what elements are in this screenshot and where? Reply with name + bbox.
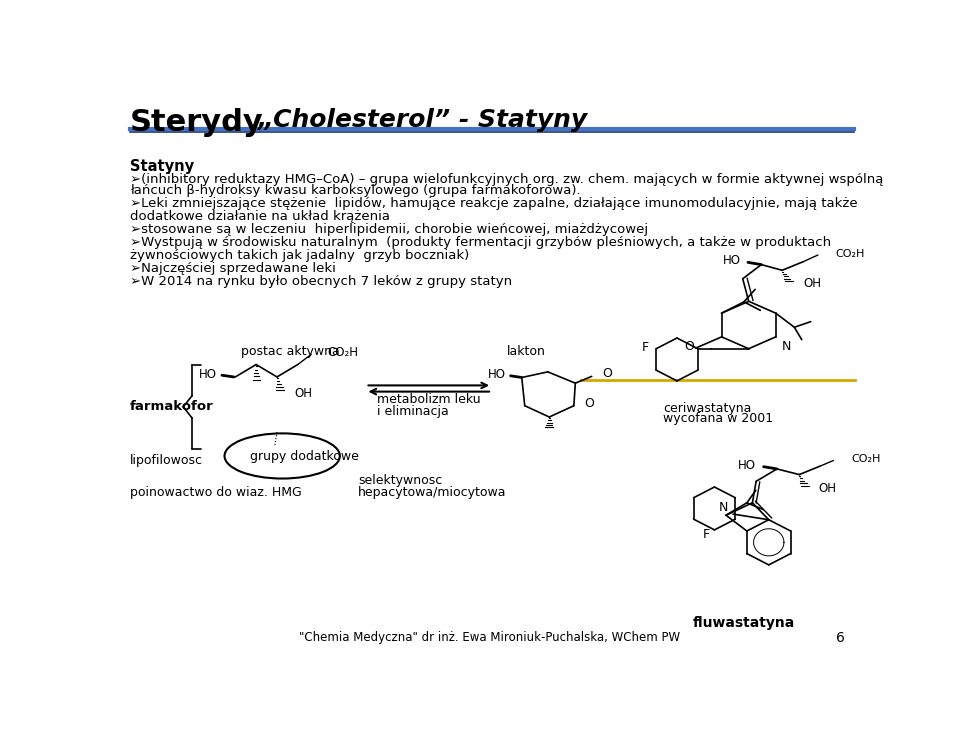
- Text: N: N: [781, 339, 791, 353]
- Text: ceriwastatyna: ceriwastatyna: [663, 402, 752, 415]
- Text: CO₂H: CO₂H: [852, 454, 880, 464]
- Text: OH: OH: [803, 277, 821, 290]
- Text: „Cholesterol” - Statyny: „Cholesterol” - Statyny: [257, 108, 588, 132]
- Text: HO: HO: [723, 254, 740, 267]
- Text: ➢Leki zmniejszające stężenie  lipidów, hamujące reakcje zapalne, działające imun: ➢Leki zmniejszające stężenie lipidów, ha…: [130, 197, 857, 210]
- Text: F: F: [641, 341, 649, 353]
- Text: ➢Najczęściej sprzedawane leki: ➢Najczęściej sprzedawane leki: [130, 262, 336, 276]
- Text: poinowactwo do wiaz. HMG: poinowactwo do wiaz. HMG: [130, 486, 301, 499]
- Text: F: F: [703, 528, 710, 541]
- Text: metabolizm leku: metabolizm leku: [376, 393, 480, 406]
- Text: HO: HO: [488, 368, 505, 381]
- Text: HO: HO: [738, 459, 756, 472]
- Text: dodatkowe działanie na układ krążenia: dodatkowe działanie na układ krążenia: [130, 210, 390, 224]
- Text: fluwastatyna: fluwastatyna: [693, 616, 795, 630]
- Text: lakton: lakton: [507, 345, 545, 358]
- Text: żywnościowych takich jak jadalny  grzyb boczniak): żywnościowych takich jak jadalny grzyb b…: [130, 249, 468, 262]
- Text: O: O: [684, 340, 694, 353]
- Text: wycofana w 2001: wycofana w 2001: [663, 413, 773, 425]
- Text: Statyny: Statyny: [130, 159, 194, 174]
- Text: selektywnosc: selektywnosc: [358, 474, 443, 487]
- Text: ➢W 2014 na rynku było obecnych 7 leków z grupy statyn: ➢W 2014 na rynku było obecnych 7 leków z…: [130, 276, 512, 288]
- Text: O: O: [585, 397, 594, 410]
- Text: ➢Wystpują w środowisku naturalnym  (produkty fermentacji grzybów pleśniowych, a : ➢Wystpują w środowisku naturalnym (produ…: [130, 237, 830, 249]
- Text: postac aktywna: postac aktywna: [241, 345, 340, 358]
- Text: CO₂H: CO₂H: [836, 249, 865, 259]
- Text: N: N: [719, 501, 729, 514]
- Text: CO₂H: CO₂H: [327, 345, 359, 358]
- Text: farmakofor: farmakofor: [130, 399, 213, 413]
- Text: ➢(inhibitory reduktazy HMG–CoA) – grupa wielofunkcyjnych org. zw. chem. mających: ➢(inhibitory reduktazy HMG–CoA) – grupa …: [130, 172, 883, 185]
- Text: 6: 6: [836, 631, 845, 645]
- Text: HO: HO: [199, 368, 217, 381]
- Text: ➢stosowane są w leczeniu  hiperlipidemii, chorobie wieńcowej, miażdżycowej: ➢stosowane są w leczeniu hiperlipidemii,…: [130, 224, 648, 237]
- Text: i eliminacja: i eliminacja: [376, 405, 448, 418]
- Text: hepacytowa/miocytowa: hepacytowa/miocytowa: [358, 486, 507, 499]
- Text: O: O: [602, 367, 612, 380]
- Text: lipofilowosc: lipofilowosc: [130, 454, 203, 467]
- Text: OH: OH: [819, 482, 836, 495]
- Text: "Chemia Medyczna" dr inż. Ewa Mironiuk-Puchalska, WChem PW: "Chemia Medyczna" dr inż. Ewa Mironiuk-P…: [299, 631, 680, 644]
- Text: grupy dodatkowe: grupy dodatkowe: [251, 450, 359, 463]
- Text: OH: OH: [294, 387, 312, 399]
- Text: łańcuch β-hydroksy kwasu karboksylowego (grupa farmakoforowa).: łańcuch β-hydroksy kwasu karboksylowego …: [130, 185, 580, 197]
- Text: Sterydy: Sterydy: [130, 108, 263, 137]
